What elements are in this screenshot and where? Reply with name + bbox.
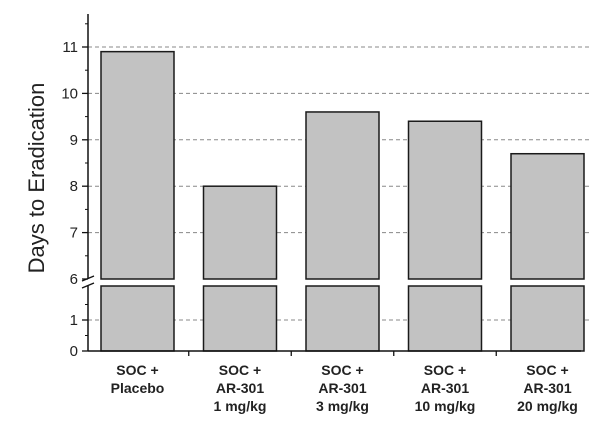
bar-lower-segment <box>100 285 175 352</box>
bar <box>100 50 175 280</box>
y-tick-label: 1 <box>70 312 78 329</box>
y-tick-label: 10 <box>61 85 78 102</box>
bar <box>305 111 380 280</box>
bar <box>510 152 585 280</box>
x-tick-label: SOC + AR-301 3 mg/kg <box>316 362 369 414</box>
x-axis-labels: SOC + Placebo SOC + AR-301 1 mg/kg SOC + AR-30… <box>111 362 578 414</box>
y-tick-label: 9 <box>70 132 78 149</box>
bars <box>100 50 585 352</box>
y-tick-label: 0 <box>70 343 78 360</box>
x-tick-label: SOC + Placebo <box>111 362 165 396</box>
y-axis: 0 1 6 7 8 9 10 11 <box>61 14 581 360</box>
x-tick-label: SOC + AR-301 20 mg/kg <box>517 362 578 414</box>
x-tick-label: SOC + AR-301 1 mg/kg <box>214 362 267 414</box>
y-tick-label: 11 <box>62 39 78 56</box>
y-axis-title: Days to Eradication <box>24 83 49 274</box>
y-tick-label: 8 <box>70 178 78 195</box>
bar <box>407 120 483 280</box>
y-tick-label: 7 <box>70 225 78 242</box>
bar-lower-segment <box>510 285 585 352</box>
axis-break-mark <box>81 282 95 289</box>
bar-lower-segment <box>305 285 380 352</box>
bar <box>202 185 278 280</box>
y-tick-label: 6 <box>70 271 78 288</box>
bar-lower-segment <box>407 285 483 352</box>
bar-lower-segment <box>202 285 278 352</box>
x-tick-label: SOC + AR-301 10 mg/kg <box>415 362 476 414</box>
